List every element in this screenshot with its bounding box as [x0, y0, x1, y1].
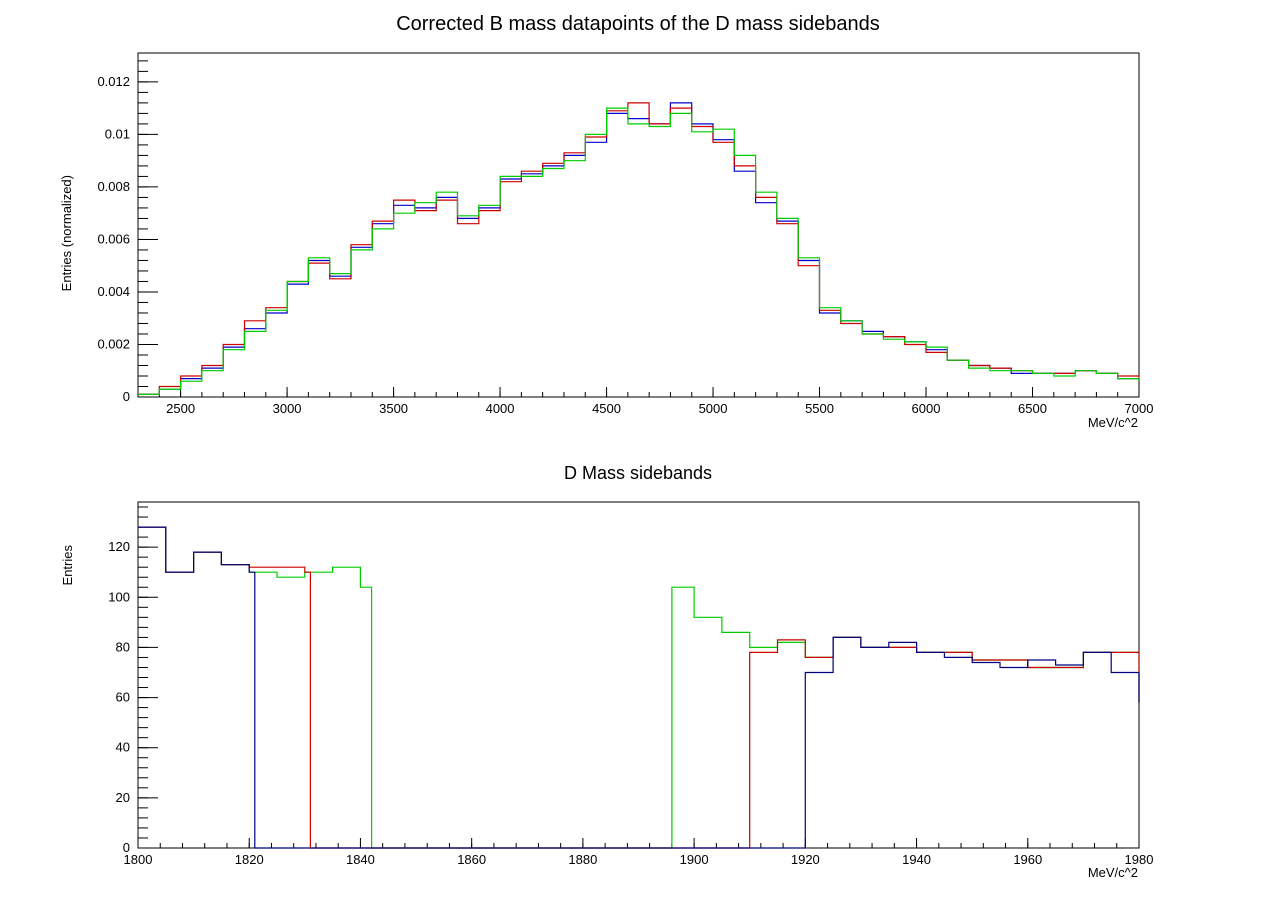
top-y-tick-label: 0 — [123, 389, 130, 404]
bottom-series-line-2 — [138, 526, 1140, 849]
bottom-x-tick-label: 1820 — [235, 852, 264, 867]
top-x-tick-label: 5500 — [805, 401, 834, 416]
top-x-tick-label: 2500 — [166, 401, 195, 416]
top-y-tick-label: 0.01 — [105, 126, 130, 141]
bottom-x-tick-label: 1860 — [457, 852, 486, 867]
bottom-x-tick-label: 1900 — [680, 852, 709, 867]
bottom-y-tick-label: 60 — [116, 690, 130, 705]
top-y-axis-label: Entries (normalized) — [59, 175, 74, 291]
top-x-tick-label: 6500 — [1018, 401, 1047, 416]
bottom-y-tick-label: 100 — [108, 589, 130, 604]
bottom-series-line-1 — [138, 526, 1140, 849]
bottom-y-tick-label: 40 — [116, 740, 130, 755]
bottom-y-tick-label: 80 — [116, 639, 130, 654]
top-y-tick-label: 0.006 — [97, 231, 130, 246]
bottom-y-tick-label: 0 — [123, 840, 130, 855]
bottom-x-tick-label: 1800 — [124, 852, 153, 867]
bottom-plot-marks: 1800 1820 1840 1860 1880 1900 1920 1940 1960 1980… — [108, 506, 1154, 867]
top-series-line-1 — [138, 102, 1140, 395]
bottom-x-tick-label: 1880 — [568, 852, 597, 867]
bottom-x-tick-label: 1940 — [902, 852, 931, 867]
top-y-tick-label: 0.012 — [97, 74, 130, 89]
bottom-y-tick-label: 20 — [116, 790, 130, 805]
top-series-line-2 — [138, 107, 1140, 395]
top-plot-marks: 2500 3000 3500 4000 4500 5000 5500 6000 6500 7000… — [97, 60, 1154, 416]
top-x-tick-label: 3000 — [273, 401, 302, 416]
top-x-tick-label: 5000 — [699, 401, 728, 416]
top-x-tick-label: 4000 — [486, 401, 515, 416]
top-x-axis-label: MeV/c^2 — [1088, 415, 1138, 430]
bottom-y-tick-label: 120 — [108, 539, 130, 554]
bottom-x-tick-label: 1980 — [1125, 852, 1154, 867]
bottom-x-axis-label: MeV/c^2 — [1088, 865, 1138, 880]
top-y-tick-label: 0.008 — [97, 179, 130, 194]
top-chart-title: Corrected B mass datapoints of the D mas… — [396, 13, 880, 35]
top-x-tick-label: 4500 — [592, 401, 621, 416]
top-plot-frame — [137, 52, 1140, 398]
top-x-tick-label: 6000 — [912, 401, 941, 416]
top-x-tick-label: 3500 — [379, 401, 408, 416]
top-y-tick-label: 0.002 — [97, 336, 130, 351]
top-series-line-0 — [138, 102, 1140, 395]
bottom-x-tick-label: 1960 — [1013, 852, 1042, 867]
bottom-x-tick-label: 1920 — [791, 852, 820, 867]
bottom-x-tick-label: 1840 — [346, 852, 375, 867]
bottom-chart-title: D Mass sidebands — [564, 463, 712, 483]
bottom-y-axis-label: Entries — [60, 545, 75, 586]
bottom-series-line-0 — [138, 526, 1140, 849]
bottom-plot-frame — [137, 501, 1140, 849]
top-x-tick-label: 7000 — [1125, 401, 1154, 416]
top-y-tick-label: 0.004 — [97, 284, 130, 299]
